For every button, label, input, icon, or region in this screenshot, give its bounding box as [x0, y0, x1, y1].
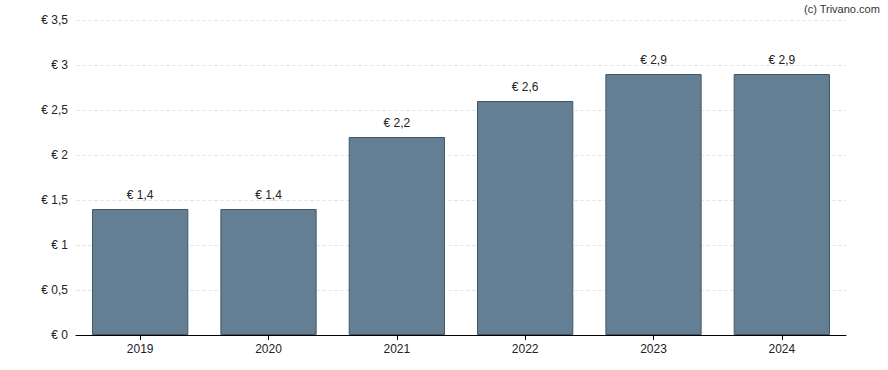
svg-text:€ 1,5: € 1,5 [41, 193, 68, 207]
svg-text:€ 2,9: € 2,9 [640, 53, 667, 67]
svg-text:2024: 2024 [768, 342, 795, 356]
svg-text:€ 2,9: € 2,9 [768, 53, 795, 67]
svg-text:€ 2,2: € 2,2 [383, 116, 410, 130]
svg-text:2020: 2020 [255, 342, 282, 356]
svg-text:€ 2: € 2 [51, 148, 68, 162]
svg-text:€ 1: € 1 [51, 238, 68, 252]
svg-text:€ 1,4: € 1,4 [127, 188, 154, 202]
svg-text:€ 3: € 3 [51, 58, 68, 72]
svg-text:(c) Trivano.com: (c) Trivano.com [804, 3, 880, 15]
svg-text:€ 0,5: € 0,5 [41, 283, 68, 297]
svg-text:€ 2,5: € 2,5 [41, 103, 68, 117]
svg-text:€ 2,6: € 2,6 [512, 80, 539, 94]
svg-text:2019: 2019 [127, 342, 154, 356]
svg-text:€ 0: € 0 [51, 328, 68, 342]
svg-text:€ 3,5: € 3,5 [41, 13, 68, 27]
svg-text:2021: 2021 [383, 342, 410, 356]
svg-text:€ 1,4: € 1,4 [255, 188, 282, 202]
svg-text:2023: 2023 [640, 342, 667, 356]
svg-text:2022: 2022 [512, 342, 539, 356]
